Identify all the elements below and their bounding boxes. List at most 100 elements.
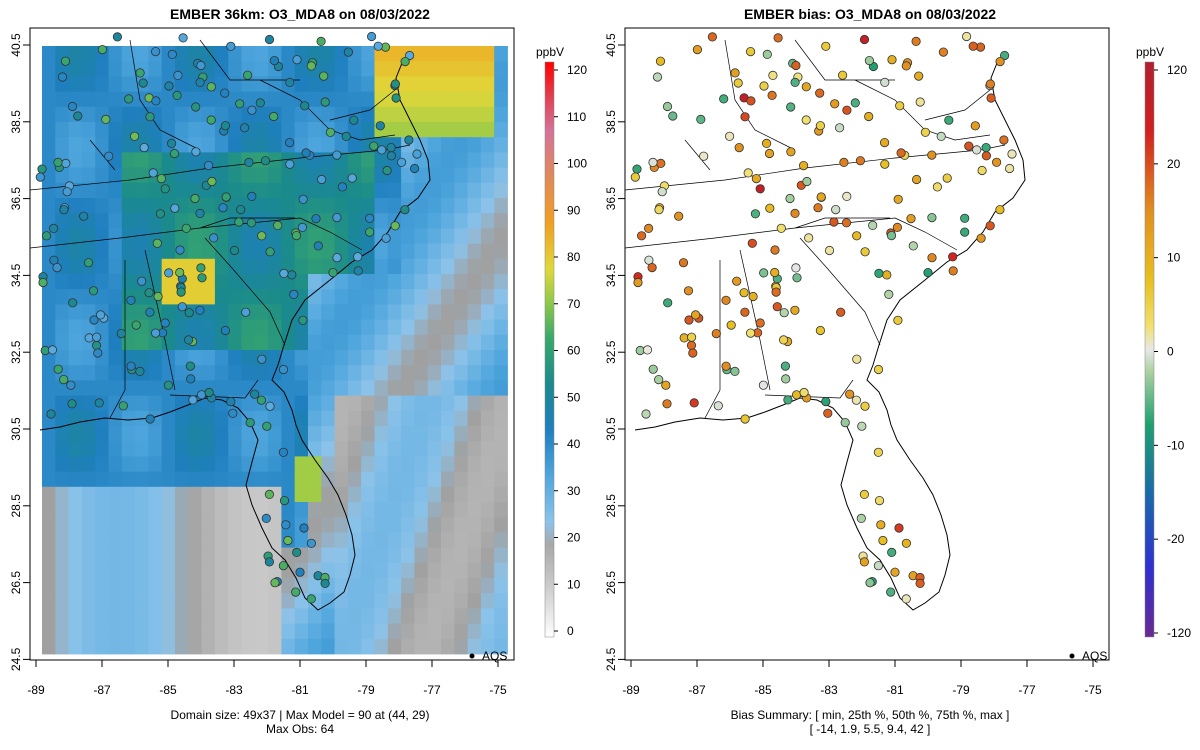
model-grid-cell [228,167,242,184]
model-grid-cell [268,502,282,518]
model-grid-cell [228,228,242,244]
aqs-station-obs [175,267,185,278]
aqs-station-obs [118,401,128,411]
aqs-station-bias [755,318,765,328]
model-grid-cell [414,365,429,381]
model-grid-cell [95,517,109,533]
model-grid-cell [467,76,482,92]
model-grid-cell [268,198,282,214]
model-grid-cell [374,456,389,472]
model-grid-cell [361,441,375,457]
model-grid-cell [480,76,495,92]
model-grid-cell [334,106,349,123]
model-grid-cell [347,410,362,427]
model-grid-cell [188,106,202,123]
model-grid-cell [135,547,149,564]
model-grid-cell [281,502,296,518]
aqs-legend-label: AQS [482,649,507,663]
aqs-station-obs [35,172,45,182]
model-grid-cell [108,562,123,579]
model-grid-cell [347,395,362,412]
model-grid-cell [441,152,455,168]
aqs-station-obs [320,578,330,589]
model-grid-cell [81,395,96,412]
colorbar-tick-label: 120 [1167,63,1187,77]
model-grid-cell [228,578,242,594]
aqs-station-obs [255,98,265,108]
model-grid-cell [374,410,389,427]
x-tick-label: -81 [291,683,309,697]
aqs-station-obs [287,270,297,280]
model-grid-cell [494,122,508,138]
model-grid-cell [228,319,242,336]
aqs-station-bias [778,335,789,345]
aqs-station-obs [204,161,214,171]
aqs-station-bias [995,56,1005,67]
aqs-station-obs [332,213,342,223]
aqs-station-obs [391,93,401,103]
model-grid-cell [467,471,482,488]
model-grid-cell [374,623,389,640]
model-grid-cell [228,258,242,275]
model-grid-cell [427,486,442,503]
model-grid-cell [81,167,96,184]
model-grid-cell [161,426,176,442]
model-grid-cell [480,350,495,366]
model-grid-cell [42,61,56,77]
model-grid-cell [108,380,123,396]
model-grid-cell [241,502,256,518]
aqs-station-obs [177,302,187,312]
model-grid-cell [148,608,163,624]
model-grid-cell [95,578,109,594]
model-grid-cell [374,198,389,214]
model-grid-cell [374,76,389,92]
aqs-station-obs [269,111,279,122]
model-grid-cell [175,410,189,427]
model-grid-cell [188,319,202,336]
model-grid-cell [228,380,242,396]
model-grid-cell [347,304,362,320]
aqs-station-obs [265,247,275,257]
aqs-station-obs [164,268,174,278]
model-grid-cell [494,137,508,153]
model-grid-cell [42,517,56,533]
aqs-station-obs [325,127,335,137]
aqs-station-bias [985,79,996,89]
model-grid-cell [334,350,349,366]
model-grid-cell [254,76,269,92]
aqs-station-obs [195,77,205,88]
aqs-station-bias [944,115,954,125]
model-grid-cell [121,304,136,320]
model-grid-cell [361,167,375,184]
model-grid-cell [427,365,442,381]
aqs-station-bias [942,173,952,183]
model-grid-cell [161,517,176,533]
model-grid-cell [467,380,482,396]
model-grid-cell [175,319,189,336]
model-grid-cell [175,395,189,412]
right-station-markers [630,31,1017,604]
model-grid-cell [281,182,296,199]
model-grid-cell [241,593,256,609]
model-grid-cell [214,578,229,594]
model-grid-cell [68,46,83,62]
model-grid-cell [427,593,442,609]
model-grid-cell [480,562,495,579]
model-grid-cell [494,76,508,92]
model-grid-cell [347,198,362,214]
model-grid-cell [334,137,349,153]
model-grid-cell [401,182,415,199]
model-grid-cell [387,441,402,457]
model-grid-cell [361,289,375,305]
model-grid-cell [281,593,296,609]
model-grid-cell [347,578,362,594]
aqs-station-bias [860,401,870,411]
model-grid-cell [55,380,69,396]
model-grid-cell [401,106,415,123]
model-grid-cell [228,106,242,123]
model-grid-cell [95,365,109,381]
model-grid-cell [374,517,389,533]
aqs-station-obs [170,203,180,213]
model-grid-cell [281,578,296,594]
model-grid-cell [427,562,442,579]
